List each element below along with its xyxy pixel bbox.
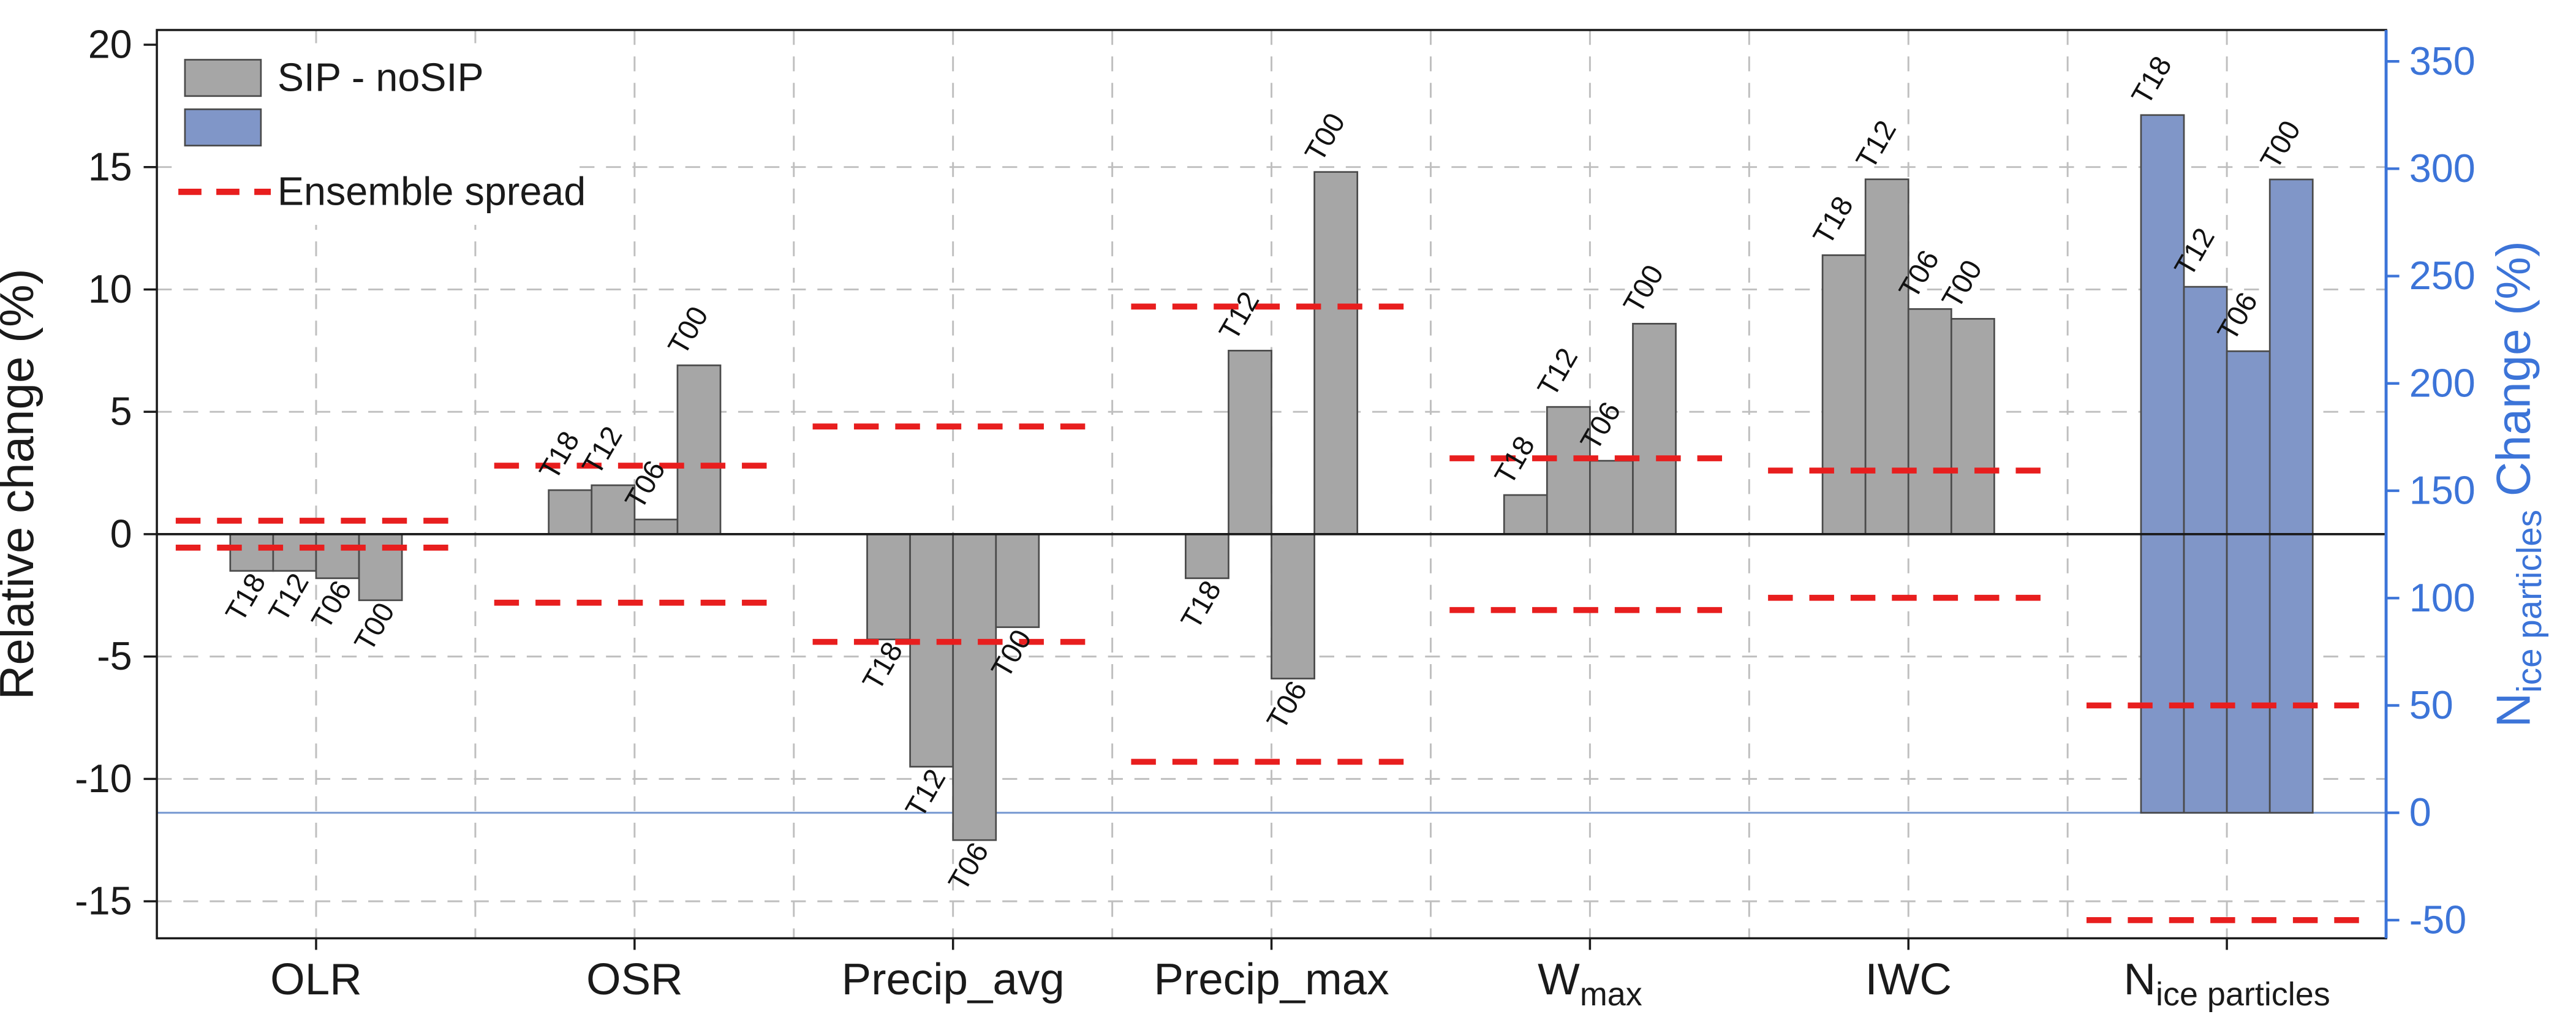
left-tick-label: -5 bbox=[97, 633, 132, 678]
legend-swatch-sip bbox=[184, 59, 262, 97]
bar-group5-T12 bbox=[1864, 178, 1909, 535]
bar-group1-T18 bbox=[548, 489, 593, 535]
x-category-label: OLR bbox=[270, 955, 362, 1004]
bar-group6-T06 bbox=[2226, 350, 2271, 814]
right-tick-label: 150 bbox=[2409, 468, 2476, 513]
bar-group5-T06 bbox=[1907, 308, 1952, 535]
left-tick-label: 20 bbox=[88, 22, 132, 67]
x-category-label: Precip_max bbox=[1154, 955, 1389, 1004]
bar-group3-T00 bbox=[1313, 171, 1359, 535]
x-category-label: IWC bbox=[1865, 955, 1952, 1004]
bar-group0-T00 bbox=[358, 533, 403, 602]
left-tick-label: 5 bbox=[110, 389, 132, 434]
bar-group4-T00 bbox=[1632, 323, 1677, 535]
legend-label-spread: Ensemble spread bbox=[278, 169, 586, 214]
bar-group6-T00 bbox=[2268, 178, 2314, 814]
bar-group2-T12 bbox=[909, 533, 954, 768]
right-tick-label: 0 bbox=[2409, 790, 2431, 834]
bar-group2-T00 bbox=[995, 533, 1040, 629]
x-category-label: Nice particles bbox=[2123, 955, 2330, 1013]
left-tick-label: -15 bbox=[75, 879, 132, 923]
right-tick-label: 300 bbox=[2409, 146, 2476, 191]
bar-group0-T06 bbox=[315, 533, 360, 580]
bar-group0-T18 bbox=[229, 533, 274, 572]
left-axis-title: Relative change (%) bbox=[0, 268, 43, 700]
bar-group2-T06 bbox=[952, 533, 997, 841]
bar-group6-T18 bbox=[2140, 114, 2185, 814]
bar-group2-T18 bbox=[866, 533, 911, 641]
bar-group5-T00 bbox=[1950, 318, 1995, 535]
right-tick-label: 350 bbox=[2409, 39, 2476, 83]
bar-group1-T00 bbox=[676, 364, 722, 535]
bar-group1-T06 bbox=[633, 518, 679, 535]
bar-group3-T06 bbox=[1271, 533, 1315, 679]
x-category-label: Wmax bbox=[1538, 955, 1642, 1013]
right-axis-title: Nice particles Change (%) bbox=[2487, 241, 2549, 727]
left-tick-label: 15 bbox=[88, 144, 132, 189]
right-tick-label: 250 bbox=[2409, 253, 2476, 298]
bar-group3-T12 bbox=[1228, 349, 1272, 535]
x-category-label: Precip_avg bbox=[842, 955, 1065, 1004]
right-tick-label: -50 bbox=[2409, 897, 2467, 942]
bar-group3-T18 bbox=[1185, 533, 1229, 580]
left-tick-label: 0 bbox=[110, 511, 132, 556]
right-tick-label: 200 bbox=[2409, 360, 2476, 405]
left-tick-label: -10 bbox=[75, 756, 132, 801]
bar-group5-T18 bbox=[1821, 254, 1867, 535]
bar-group6-T12 bbox=[2183, 285, 2228, 814]
bar-group4-T18 bbox=[1503, 494, 1548, 535]
legend-label-sip: SIP - noSIP bbox=[278, 55, 484, 100]
legend-swatch-nice bbox=[184, 108, 262, 147]
bar-group0-T12 bbox=[272, 533, 317, 572]
x-category-label: OSR bbox=[586, 955, 683, 1004]
right-tick-label: 50 bbox=[2409, 682, 2453, 727]
left-tick-label: 10 bbox=[88, 267, 132, 311]
bar-group4-T06 bbox=[1589, 459, 1634, 535]
right-tick-label: 100 bbox=[2409, 575, 2476, 620]
bar-group1-T12 bbox=[591, 484, 636, 535]
